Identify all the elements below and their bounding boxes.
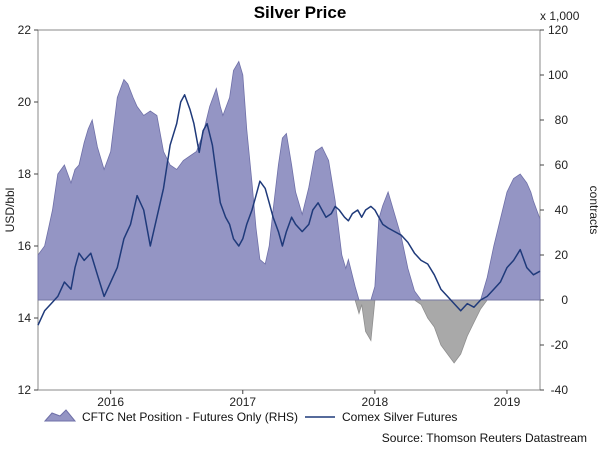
left-axis-ticks: 12 14 16 18 20 22 [18, 23, 38, 397]
left-tick-label: 14 [18, 311, 32, 325]
left-tick-label: 12 [18, 383, 32, 397]
left-axis-label: USD/bbl [3, 188, 17, 233]
right-tick-label: 100 [548, 68, 568, 82]
left-tick-label: 18 [18, 167, 32, 181]
plot-area [37, 29, 541, 391]
right-axis-ticks: -40 -20 0 20 40 60 80 100 120 [540, 23, 568, 397]
chart-title: Silver Price [254, 3, 347, 22]
right-tick-label: 40 [555, 203, 569, 217]
right-tick-label: -20 [551, 338, 569, 352]
legend-item-comex: Comex Silver Futures [342, 410, 457, 424]
right-tick-label: -40 [551, 383, 569, 397]
right-tick-label: 0 [561, 293, 568, 307]
source-note: Source: Thomson Reuters Datastream [382, 431, 587, 445]
right-tick-label: 20 [555, 248, 569, 262]
right-axis-unit-note: x 1,000 [540, 9, 580, 23]
right-tick-label: 80 [555, 113, 569, 127]
x-tick-label: 2019 [494, 395, 521, 409]
x-tick-label: 2016 [97, 395, 124, 409]
left-tick-label: 20 [18, 95, 32, 109]
left-tick-label: 22 [18, 23, 32, 37]
right-tick-label: 120 [548, 23, 568, 37]
legend-area-swatch [43, 409, 77, 422]
x-tick-label: 2018 [362, 395, 389, 409]
right-axis-label: contracts [587, 186, 600, 235]
legend: CFTC Net Position - Futures Only (RHS) C… [43, 409, 457, 424]
comex-silver-line [37, 94, 541, 326]
legend-item-cftc: CFTC Net Position - Futures Only (RHS) [82, 410, 298, 424]
x-axis-ticks: 2016 2017 2018 2019 [97, 390, 521, 409]
right-tick-label: 60 [555, 158, 569, 172]
left-tick-label: 16 [18, 239, 32, 253]
x-tick-label: 2017 [229, 395, 256, 409]
